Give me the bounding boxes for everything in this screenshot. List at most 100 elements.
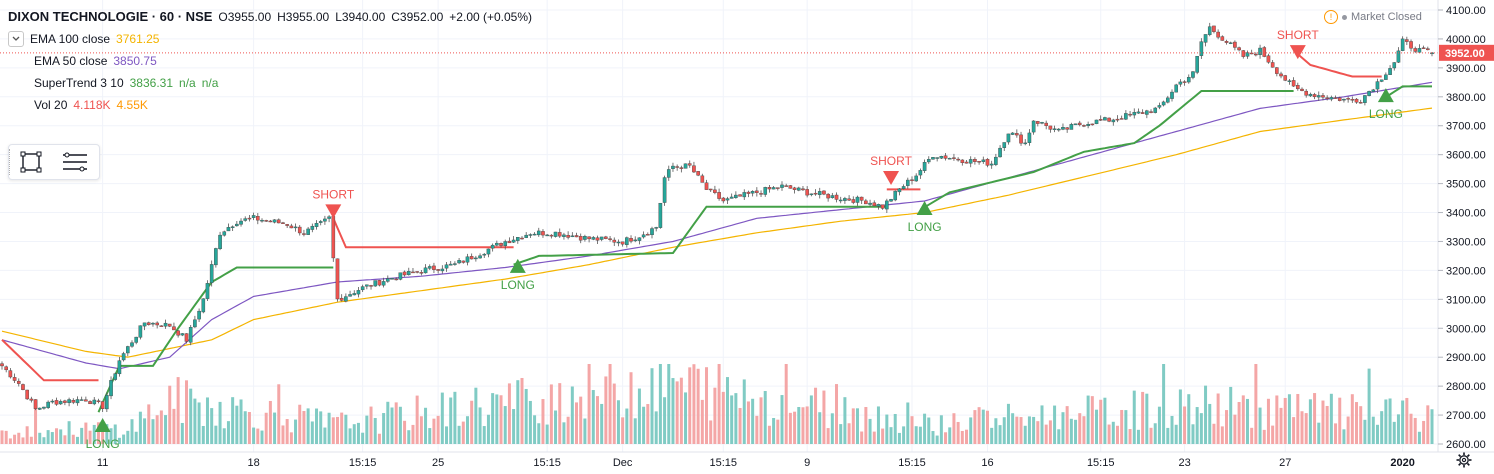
- volume-bar: [1111, 421, 1115, 444]
- candle-body: [285, 224, 289, 226]
- volume-bar: [767, 425, 771, 444]
- volume-bar: [998, 425, 1002, 444]
- chevron-down-icon[interactable]: [8, 31, 24, 47]
- candle-body: [176, 330, 180, 336]
- volume-bar: [231, 397, 235, 444]
- candle-body: [1036, 121, 1040, 124]
- candle-body: [226, 227, 231, 232]
- volume-bar: [264, 412, 268, 444]
- candle-body: [432, 265, 436, 270]
- candle-body: [956, 158, 960, 161]
- price-tick-label: 2800.00: [1446, 381, 1486, 393]
- candle-body: [1191, 71, 1195, 78]
- symbol-title[interactable]: DIXON TECHNOLOGIE · 60 · NSE: [8, 9, 213, 24]
- volume-bar: [92, 424, 96, 444]
- candle-body: [1174, 84, 1178, 93]
- candle-body: [1363, 95, 1367, 103]
- volume-bar: [528, 400, 532, 444]
- volume-bar: [398, 406, 402, 444]
- volume-bar: [180, 422, 184, 444]
- volume-bar: [1225, 410, 1229, 444]
- candle-body: [641, 234, 646, 238]
- volume-bar: [1237, 402, 1241, 444]
- volume-bar: [1409, 413, 1413, 444]
- list-lines-icon[interactable]: [53, 145, 97, 179]
- candle-body: [465, 256, 470, 263]
- candle-body: [482, 253, 487, 256]
- candle-body: [440, 268, 445, 272]
- candle-body: [570, 235, 575, 238]
- candle-body: [813, 192, 818, 195]
- volume-bar: [562, 422, 566, 444]
- candle-body: [1077, 122, 1082, 126]
- volume-bar: [1157, 406, 1161, 444]
- candle-body: [595, 237, 600, 241]
- volume-bar: [67, 421, 71, 444]
- volume-bar: [331, 417, 335, 444]
- volume-bar: [1069, 418, 1073, 444]
- time-tick-label: 18: [247, 457, 259, 469]
- long-triangle-icon: [94, 417, 111, 432]
- volume-bar: [931, 431, 935, 444]
- rectangle-select-icon[interactable]: [9, 145, 53, 179]
- volume-bar: [440, 392, 444, 444]
- volume-bar: [1296, 393, 1300, 444]
- price-axis: 4100.00 4000.00 3900.00 3800.00 3700.00 3600.…: [1437, 0, 1494, 452]
- candle-body: [188, 327, 193, 343]
- volume-bar: [1401, 400, 1405, 444]
- supertrend-down-line: [1292, 49, 1382, 78]
- volume-bar: [621, 417, 625, 444]
- candle-body: [214, 248, 218, 266]
- warning-icon[interactable]: !: [1324, 10, 1338, 24]
- volume-bar: [1262, 429, 1266, 444]
- candle-body: [360, 286, 365, 291]
- volume-label: Vol 20: [34, 98, 68, 112]
- gear-icon[interactable]: [1456, 452, 1472, 473]
- volume-bar: [1199, 413, 1203, 444]
- volume-bar: [759, 397, 763, 444]
- volume-bar: [860, 431, 864, 444]
- volume-bar: [835, 384, 839, 444]
- candle-body: [1006, 133, 1011, 143]
- legend-ema50[interactable]: EMA 50 close 3850.75: [8, 50, 538, 72]
- drag-handle[interactable]: [9, 149, 13, 175]
- candle-body: [524, 234, 528, 238]
- volume-bar: [566, 416, 570, 444]
- candle-body: [1216, 31, 1220, 38]
- volume-bar: [965, 429, 969, 444]
- volume-bar: [1304, 413, 1308, 444]
- candle-body: [931, 157, 935, 160]
- volume-bar: [889, 427, 893, 444]
- volume-bar: [84, 422, 88, 444]
- candle-body: [318, 221, 323, 223]
- volume-bar: [700, 399, 704, 444]
- candle-body: [1400, 38, 1405, 51]
- candle-body: [981, 159, 986, 162]
- volume-bar: [1212, 423, 1216, 444]
- candle-body: [130, 342, 134, 347]
- legend-ema100[interactable]: EMA 100 close 3761.25: [8, 28, 538, 50]
- volume-bar: [637, 388, 641, 444]
- candle-body: [105, 394, 109, 410]
- candle-body: [511, 239, 516, 243]
- volume-bar: [746, 401, 750, 444]
- volume-bar: [587, 364, 591, 444]
- candle-body: [1388, 68, 1392, 75]
- volume-bar: [847, 423, 851, 444]
- volume-bar: [222, 428, 226, 444]
- volume-bar: [340, 412, 344, 444]
- candle-body: [516, 237, 520, 241]
- legend-volume[interactable]: Vol 20 4.118K 4.55K: [8, 94, 538, 116]
- market-status[interactable]: ! Market Closed: [1324, 10, 1422, 24]
- volume-bar: [864, 407, 868, 444]
- candle-body: [327, 216, 331, 219]
- candle-body: [193, 319, 197, 328]
- candle-body: [1300, 88, 1304, 91]
- legend-supertrend[interactable]: SuperTrend 3 10 3836.31 n/a n/a: [8, 72, 538, 94]
- candle-body: [629, 238, 633, 242]
- volume-bar: [1032, 416, 1036, 444]
- volume-bar: [1342, 429, 1346, 444]
- candle-body: [1316, 95, 1321, 98]
